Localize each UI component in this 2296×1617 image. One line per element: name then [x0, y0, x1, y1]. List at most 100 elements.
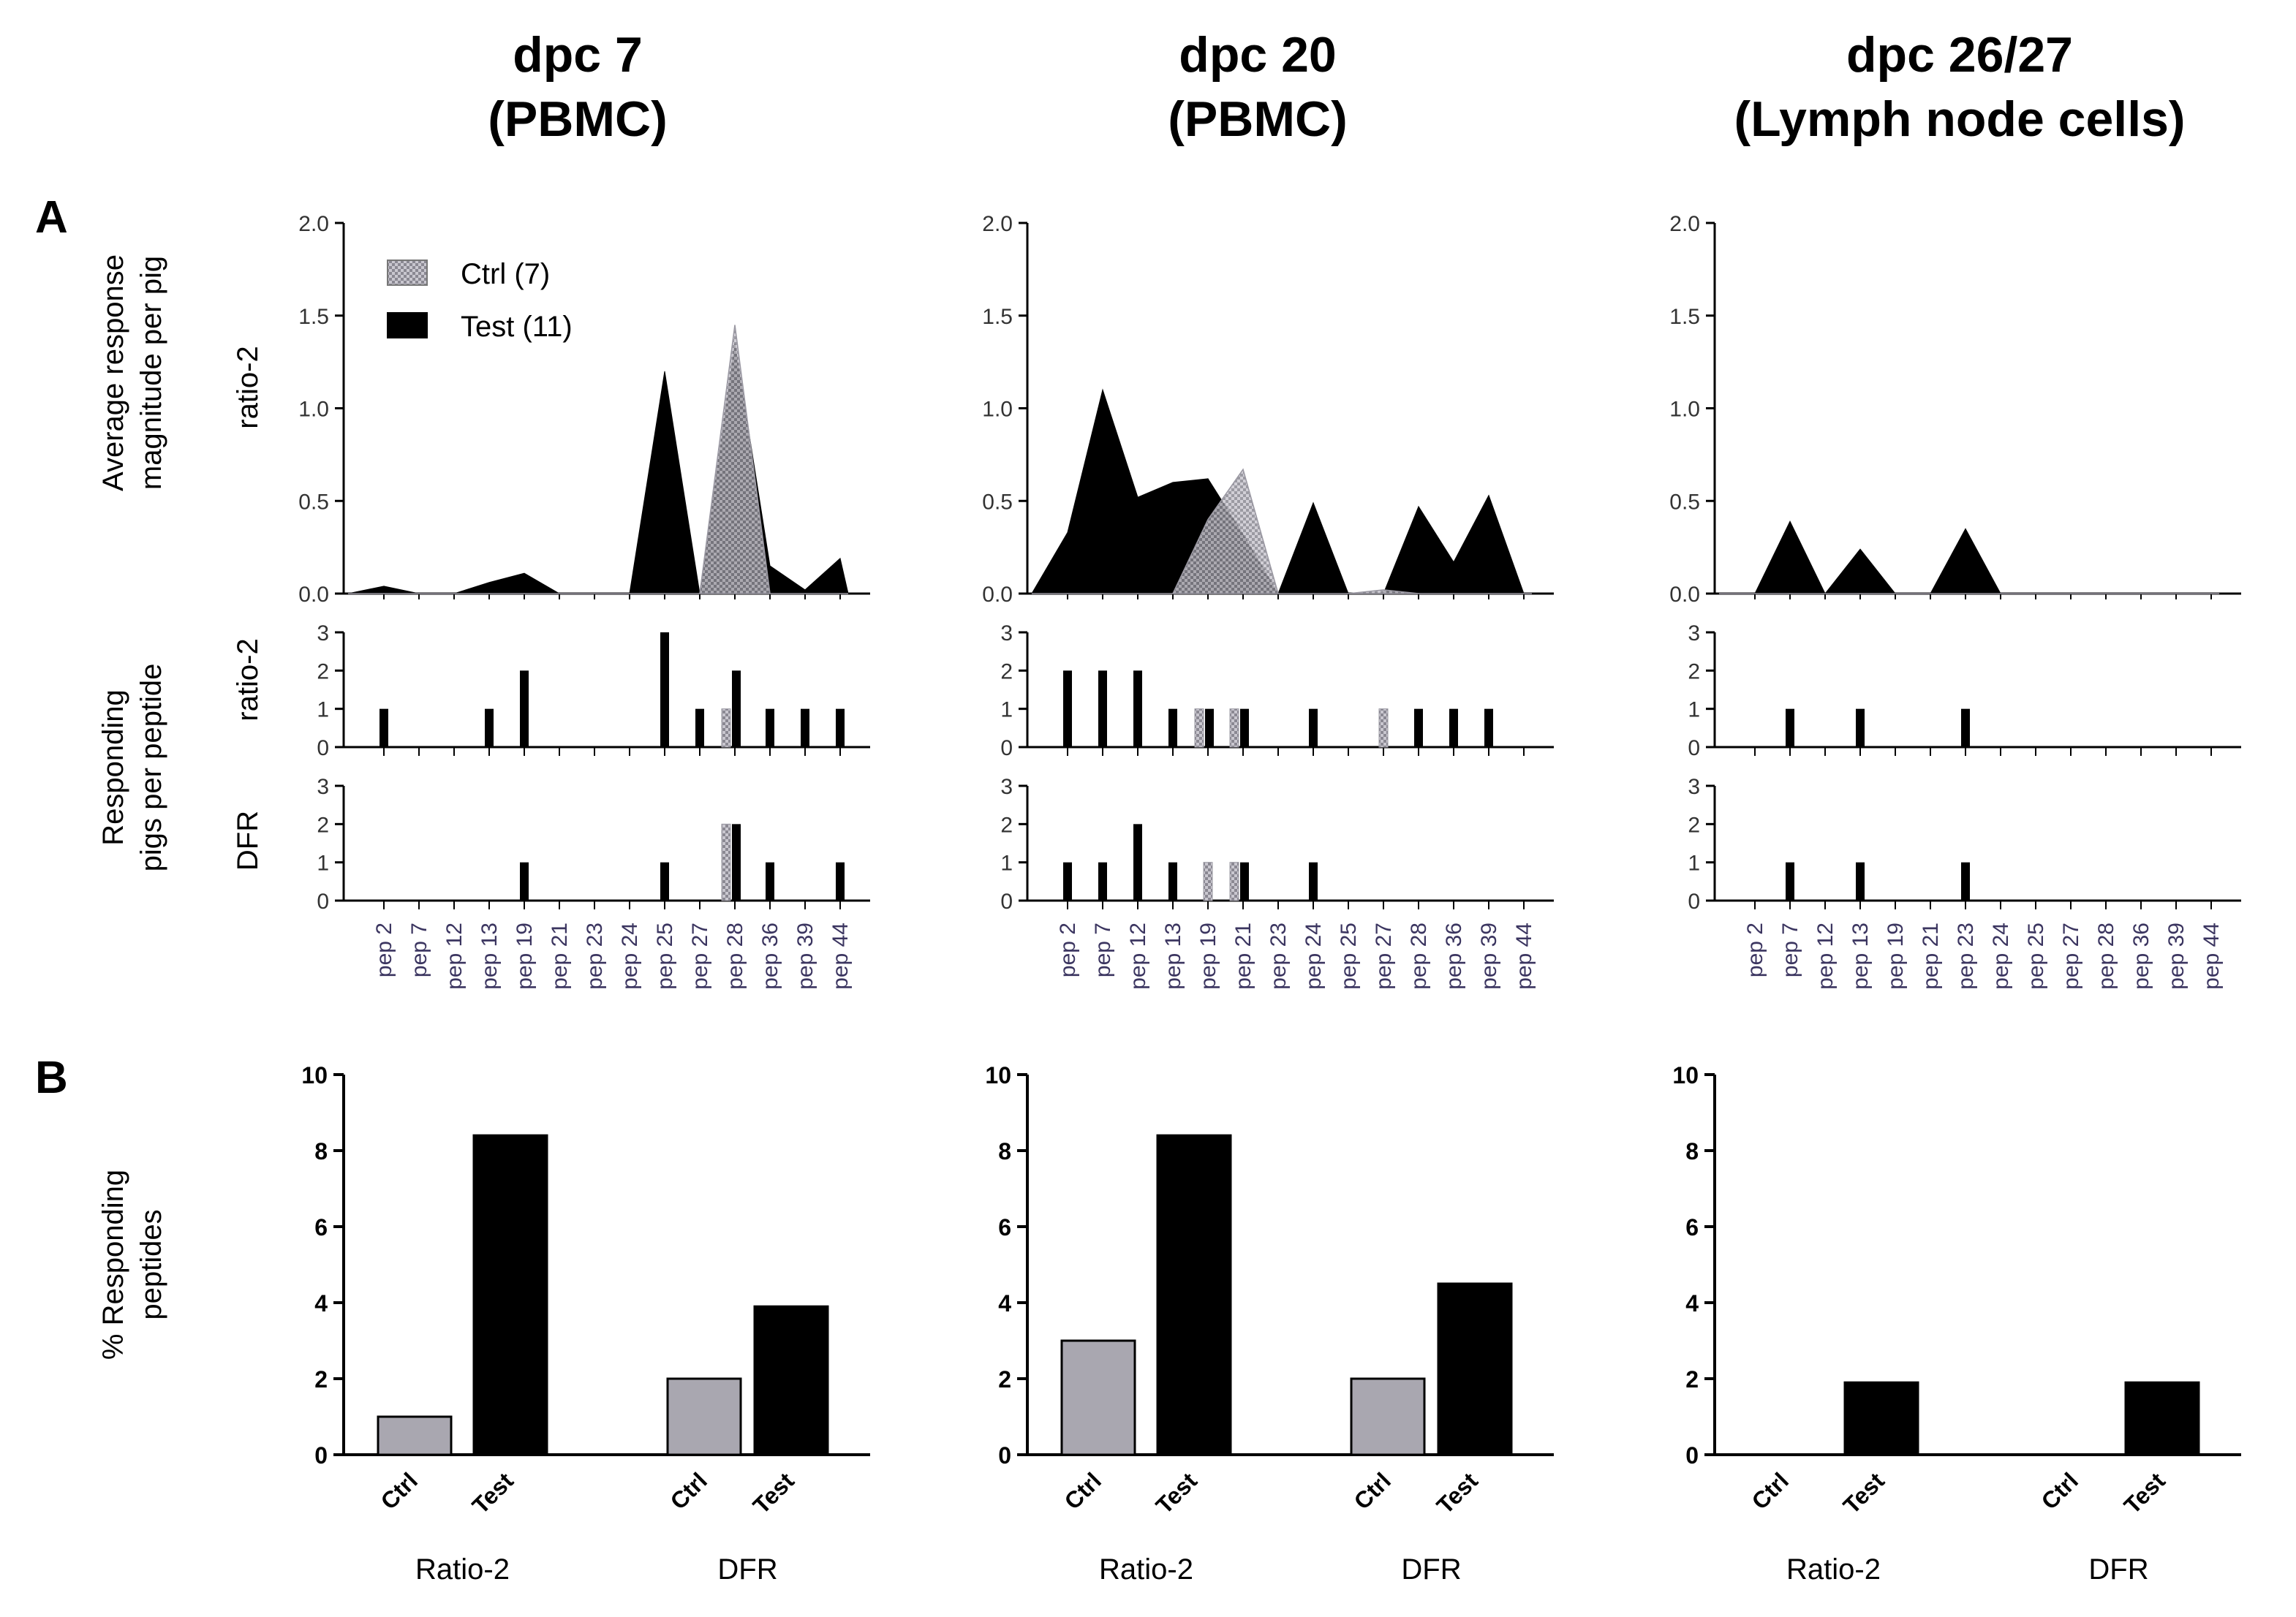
- count-y-tick-label: 2: [1688, 659, 1700, 683]
- area-y-tick-label: 2.0: [298, 212, 329, 236]
- area-y-tick-label: 1.0: [1669, 398, 1700, 422]
- percent-y-tick-label: 4: [314, 1290, 328, 1317]
- percent-chart-1: 0 2 4 6 8 10 Ctrl Test Ratio-2 Ctrl Test DFR: [985, 1062, 1554, 1586]
- count-bar-test: [520, 862, 529, 901]
- area-chart-0: 0.0 0.5 1.0 1.5 2.0: [298, 212, 870, 607]
- count-bar-test: [1961, 708, 1970, 747]
- count-bar-test: [1856, 708, 1865, 747]
- area-chart-2: 0.0 0.5 1.0 1.5 2.0: [1669, 212, 2241, 607]
- count-bar-test: [1063, 862, 1072, 901]
- area-series-test: [1031, 388, 1532, 595]
- peptide-label: pep 23: [1954, 923, 1978, 990]
- percent-bar-label: Test: [467, 1467, 519, 1519]
- area-y-tick-label: 1.5: [298, 305, 329, 329]
- peptide-labels-2: pep 2 pep 7 pep 12 pep 13 pep 19 pep 21 pep 23…: [1743, 923, 2224, 990]
- panel-letter-b: B: [35, 1053, 68, 1103]
- count-bar-ctrl: [1378, 708, 1389, 748]
- peptide-label: pep 25: [1337, 923, 1361, 990]
- peptide-label: pep 27: [2059, 923, 2083, 990]
- count-y-tick-label: 1: [1000, 698, 1013, 722]
- count-bar-test: [1168, 708, 1177, 747]
- count-y-tick-label: 2: [317, 659, 329, 683]
- peptide-label: pep 13: [477, 923, 502, 990]
- count-y-tick-label: 0: [1688, 736, 1700, 760]
- peptide-label: pep 25: [653, 923, 677, 990]
- y-title-ratio-row-counts: ratio-2: [232, 638, 264, 721]
- percent-y-tick-label: 4: [998, 1290, 1011, 1317]
- column-title-dpc7-line1: dpc 7: [513, 27, 643, 83]
- percent-bar-ctrl: [377, 1415, 453, 1456]
- peptide-label: pep 19: [1196, 923, 1220, 990]
- area-y-tick-label: 1.0: [298, 398, 329, 422]
- legend-label-ctrl: Ctrl (7): [461, 258, 550, 290]
- percent-bar-label: Test: [1151, 1467, 1203, 1519]
- y-title-responding-line1: Responding: [97, 689, 129, 846]
- peptide-label: pep 12: [442, 923, 467, 990]
- percent-bar-test: [753, 1305, 829, 1456]
- peptide-label: pep 2: [1743, 923, 1767, 977]
- y-title-ratio-row-top: ratio-2: [232, 346, 264, 428]
- count-bar-ctrl: [1203, 862, 1213, 901]
- column-title-dpc26-line2: (Lymph node cells): [1734, 91, 2185, 147]
- column-title-dpc20-line2: (PBMC): [1168, 91, 1348, 147]
- count-y-tick-label: 1: [317, 852, 329, 876]
- count-bar-test: [1063, 670, 1072, 747]
- count-chart-ratio-0: 0 1 2 3: [317, 621, 870, 760]
- peptide-label: pep 23: [583, 923, 607, 990]
- peptide-label: pep 7: [1778, 923, 1802, 977]
- peptide-label: pep 27: [1372, 923, 1396, 990]
- y-title-magnitude-line2: magnitude per pig: [135, 256, 167, 490]
- peptide-label: pep 39: [793, 923, 817, 990]
- peptide-label: pep 24: [1989, 923, 2013, 990]
- peptide-label: pep 44: [1512, 923, 1536, 990]
- percent-group-label: Ratio-2: [415, 1553, 510, 1586]
- count-y-tick-label: 0: [1000, 890, 1013, 914]
- peptide-label: pep 44: [2199, 923, 2224, 990]
- percent-y-tick-label: 6: [1685, 1214, 1699, 1241]
- column-title-dpc7-line2: (PBMC): [488, 91, 668, 147]
- percent-chart-0: 0 2 4 6 8 10 Ctrl Test Ratio-2 Ctrl Test DFR: [301, 1062, 870, 1586]
- count-bar-test: [1133, 824, 1142, 901]
- count-bar-test: [766, 862, 774, 901]
- area-y-tick-label: 0.5: [298, 490, 329, 514]
- percent-group-label: DFR: [717, 1553, 777, 1586]
- peptide-label: pep 21: [548, 923, 572, 990]
- percent-bar-label: Ctrl: [1349, 1467, 1396, 1514]
- percent-group-label: DFR: [1401, 1553, 1461, 1586]
- area-chart-1: 0.0 0.5 1.0 1.5 2.0: [982, 212, 1554, 607]
- area-y-tick-label: 0.0: [1669, 583, 1700, 607]
- count-y-tick-label: 0: [317, 890, 329, 914]
- count-bar-test: [801, 708, 809, 747]
- count-chart-dfr-2: 0 1 2 3: [1688, 775, 2241, 914]
- peptide-label: pep 7: [407, 923, 431, 977]
- peptide-label: pep 39: [1477, 923, 1501, 990]
- peptide-label: pep 27: [688, 923, 712, 990]
- count-y-tick-label: 0: [317, 736, 329, 760]
- count-bar-ctrl: [721, 708, 731, 748]
- percent-y-tick-label: 8: [1685, 1138, 1699, 1165]
- percent-group-label: Ratio-2: [1099, 1553, 1193, 1586]
- peptide-labels-1: pep 2 pep 7 pep 12 pep 13 pep 19 pep 21 pep 23…: [1056, 923, 1536, 990]
- percent-bar-label: Test: [1838, 1467, 1890, 1519]
- count-y-tick-label: 3: [1000, 621, 1013, 645]
- count-chart-dfr-0: 0 1 2 3: [317, 775, 870, 914]
- peptide-label: pep 44: [828, 923, 853, 990]
- peptide-label: pep 39: [2164, 923, 2189, 990]
- percent-y-tick-label: 4: [1685, 1290, 1699, 1317]
- peptide-label: pep 28: [2094, 923, 2118, 990]
- area-series-ctrl: [1032, 468, 1532, 594]
- peptide-label: pep 28: [1407, 923, 1431, 990]
- count-chart-ratio-2: 0 1 2 3: [1688, 621, 2241, 760]
- percent-y-tick-label: 8: [998, 1138, 1011, 1165]
- percent-y-tick-label: 0: [998, 1442, 1011, 1469]
- count-bar-test: [660, 632, 669, 747]
- count-y-tick-label: 3: [317, 775, 329, 799]
- legend: Ctrl (7) Test (11): [387, 258, 573, 343]
- y-title-percent-line1: % Responding: [97, 1170, 129, 1360]
- percent-bar-ctrl: [1060, 1339, 1136, 1456]
- percent-y-tick-label: 2: [314, 1366, 328, 1393]
- count-chart-ratio-1: 0 1 2 3: [1000, 621, 1554, 760]
- count-bar-test: [1414, 708, 1423, 747]
- area-charts: 0.0 0.5 1.0 1.5 2.0 0.0 0.5 1.0 1.5 2.0 0.0 0.5 1.0 1…: [298, 212, 2241, 607]
